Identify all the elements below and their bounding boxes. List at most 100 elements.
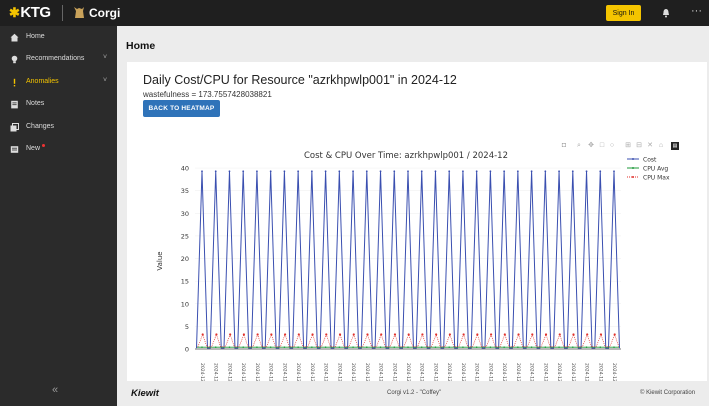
lasso-select-icon[interactable]: ○ [609,142,615,149]
cost-point [324,170,327,173]
plotly-logo-icon[interactable]: ▤ [671,142,679,150]
x-tick-label: 2024-12-22 [487,363,493,381]
box-select-icon[interactable]: □ [599,142,605,149]
cpu-avg-point [517,346,519,348]
cpu-max-point [325,333,328,336]
back-to-heatmap-button[interactable]: BACK TO HEATMAP [143,100,220,117]
sidebar: Home Recommendations ˅ Anomalies ˅ Notes… [0,26,117,406]
x-ticks: 2024-12-01 2024-12-02 2024-12-03 2024-12-04… [199,363,617,381]
cost-point [338,170,341,173]
cpu-avg-point [393,346,396,348]
cost-point [283,170,286,173]
cpu-avg-point [228,346,231,348]
x-tick-label: 2024-12-17 [419,363,425,381]
cost-point [407,170,409,173]
zoom-out-icon[interactable]: ⊟ [636,142,642,149]
y-tick-label: 40 [181,165,189,173]
cost-point [599,170,602,173]
legend-label: Cost [643,156,657,163]
home-icon [10,33,19,42]
x-tick-label: 2024-12-08 [295,363,301,381]
cpu-avg-point [420,346,423,348]
cost-point [269,170,272,173]
x-tick-label: 2024-12-06 [268,363,274,381]
sign-in-button[interactable]: Sign In [606,5,641,21]
star-icon: ✱ [9,5,20,20]
x-tick-label: 2024-12-15 [391,363,397,381]
cpu-avg-point [448,346,451,348]
camera-icon[interactable]: ◘ [561,142,567,149]
cost-point [475,170,478,173]
cpu-max-point [613,333,616,336]
grid-lines [195,167,621,350]
cpu-avg-point [379,346,382,348]
sidebar-item-notes[interactable]: Notes [0,95,117,115]
x-tick-label: 2024-12-12 [350,363,356,381]
sidebar-item-anomalies[interactable]: Anomalies ˅ [0,73,117,93]
x-tick-label: 2024-12-25 [529,363,535,381]
y-axis-label: Value [156,251,164,270]
y-tick-label: 0 [185,346,189,354]
cost-point [544,170,547,173]
zoom-in-icon[interactable]: ⊞ [625,142,631,149]
x-tick-label: 2024-12-01 [199,363,205,381]
cost-point [613,170,615,173]
cpu-avg-point [599,346,602,348]
sidebar-item-label: Anomalies [26,78,59,85]
x-tick-label: 2024-12-29 [584,363,590,381]
cpu-avg-point [434,346,437,348]
x-tick-label: 2024-12-14 [378,363,384,381]
cpu-max-line [197,333,620,348]
cost-point [365,170,368,173]
sidebar-item-changes[interactable]: Changes [0,118,117,138]
cpu-max-point [489,333,493,336]
zoom-icon[interactable]: ⌕ [577,142,581,149]
pan-icon[interactable]: ✥ [588,142,594,149]
lightbulb-icon [11,55,18,64]
reset-axes-icon[interactable]: ⌂ [658,142,664,149]
cpu-max-point [393,333,397,336]
top-bar: ✱KTG Corgi Sign In ··· [0,0,709,26]
cpu-max-point [531,333,534,336]
cost-point [201,170,203,173]
sidebar-item-home[interactable]: Home [0,28,117,48]
ktg-logo[interactable]: ✱KTG [9,4,51,21]
cpu-avg-point [324,346,327,348]
x-tick-label: 2024-12-04 [240,363,246,381]
cost-point [448,170,451,173]
cpu-max-point [256,333,259,336]
more-menu-icon[interactable]: ··· [691,5,702,17]
x-tick-label: 2024-12-13 [364,363,370,381]
collapse-sidebar-icon[interactable]: « [52,384,59,396]
x-tick-label: 2024-12-07 [281,363,287,381]
x-tick-label: 2024-12-21 [474,363,480,381]
x-tick-label: 2024-12-24 [515,363,521,381]
x-tick-label: 2024-12-18 [432,363,438,381]
cpu-max-point [283,333,287,336]
cpu-max-point [242,333,245,336]
autoscale-icon[interactable]: ✕ [647,142,653,149]
cost-point [558,170,560,173]
x-tick-label: 2024-12-23 [501,363,507,381]
cpu-max-point [448,333,451,336]
x-tick-label: 2024-12-27 [556,363,562,381]
chevron-down-icon[interactable]: ˅ [103,54,108,61]
cpu-max-point [229,333,232,336]
cpu-avg-point [462,346,464,348]
x-tick-label: 2024-12-31 [611,363,617,381]
cost-point [503,170,506,173]
cpu-max-point [352,333,355,336]
cost-point [516,170,519,173]
sidebar-item-new[interactable]: New [0,140,117,160]
x-tick-label: 2024-12-28 [570,363,576,381]
app-name[interactable]: Corgi [89,6,121,20]
version-text: Corgi v1.2 - "Coffey" [387,390,442,396]
cpu-avg-point [475,346,478,348]
x-tick-label: 2024-12-16 [405,363,411,381]
cpu-max-point [201,333,204,336]
sidebar-item-recommendations[interactable]: Recommendations ˅ [0,50,117,70]
chevron-down-icon[interactable]: ˅ [103,77,108,84]
cpu-avg-point [530,346,533,348]
cpu-max-point [586,333,589,336]
bell-icon[interactable] [661,8,671,18]
